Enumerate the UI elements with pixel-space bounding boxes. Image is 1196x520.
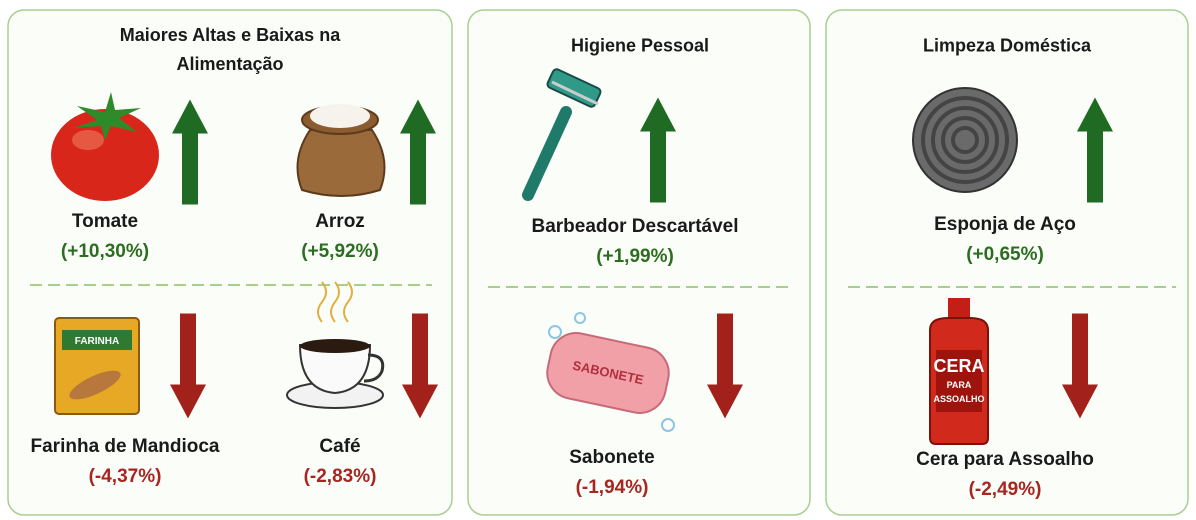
item-name: Sabonete <box>569 447 655 469</box>
wax-icon: CERA PARA ASSOALHO <box>930 298 988 444</box>
item-change: (+1,99%) <box>596 246 674 268</box>
icon-label: FARINHA <box>75 336 119 347</box>
item-change: (+5,92%) <box>301 241 379 263</box>
item-name: Arroz <box>315 211 365 233</box>
sponge-icon <box>913 88 1017 192</box>
panel-title: Higiene Pessoal <box>523 32 758 61</box>
item-change: (-2,49%) <box>969 479 1042 501</box>
icon-label-line: ASSOALHO <box>933 394 984 404</box>
item-change: (-2,83%) <box>304 466 377 488</box>
flour-icon: FARINHA <box>55 318 139 414</box>
panel-title: Limpeza Doméstica <box>890 32 1125 61</box>
infographic: FARINHA SABONETE CERAPARAASSOALHO Maiore… <box>0 0 1196 520</box>
item-name: Cera para Assoalho <box>916 449 1094 471</box>
item-change: (-4,37%) <box>89 466 162 488</box>
item-name: Farinha de Mandioca <box>31 436 220 458</box>
item-change: (+10,30%) <box>61 241 149 263</box>
item-name: Esponja de Aço <box>934 214 1076 236</box>
item-change: (+0,65%) <box>966 244 1044 266</box>
item-change: (-1,94%) <box>576 477 649 499</box>
panel-title: Maiores Altas e Baixas na Alimentação <box>113 21 348 79</box>
item-name: Tomate <box>72 211 138 233</box>
icon-label-line: PARA <box>947 380 972 390</box>
icon-label-line: CERA <box>933 356 984 376</box>
rice-icon <box>298 104 385 196</box>
item-name: Barbeador Descartável <box>532 216 739 238</box>
item-name: Café <box>319 436 360 458</box>
